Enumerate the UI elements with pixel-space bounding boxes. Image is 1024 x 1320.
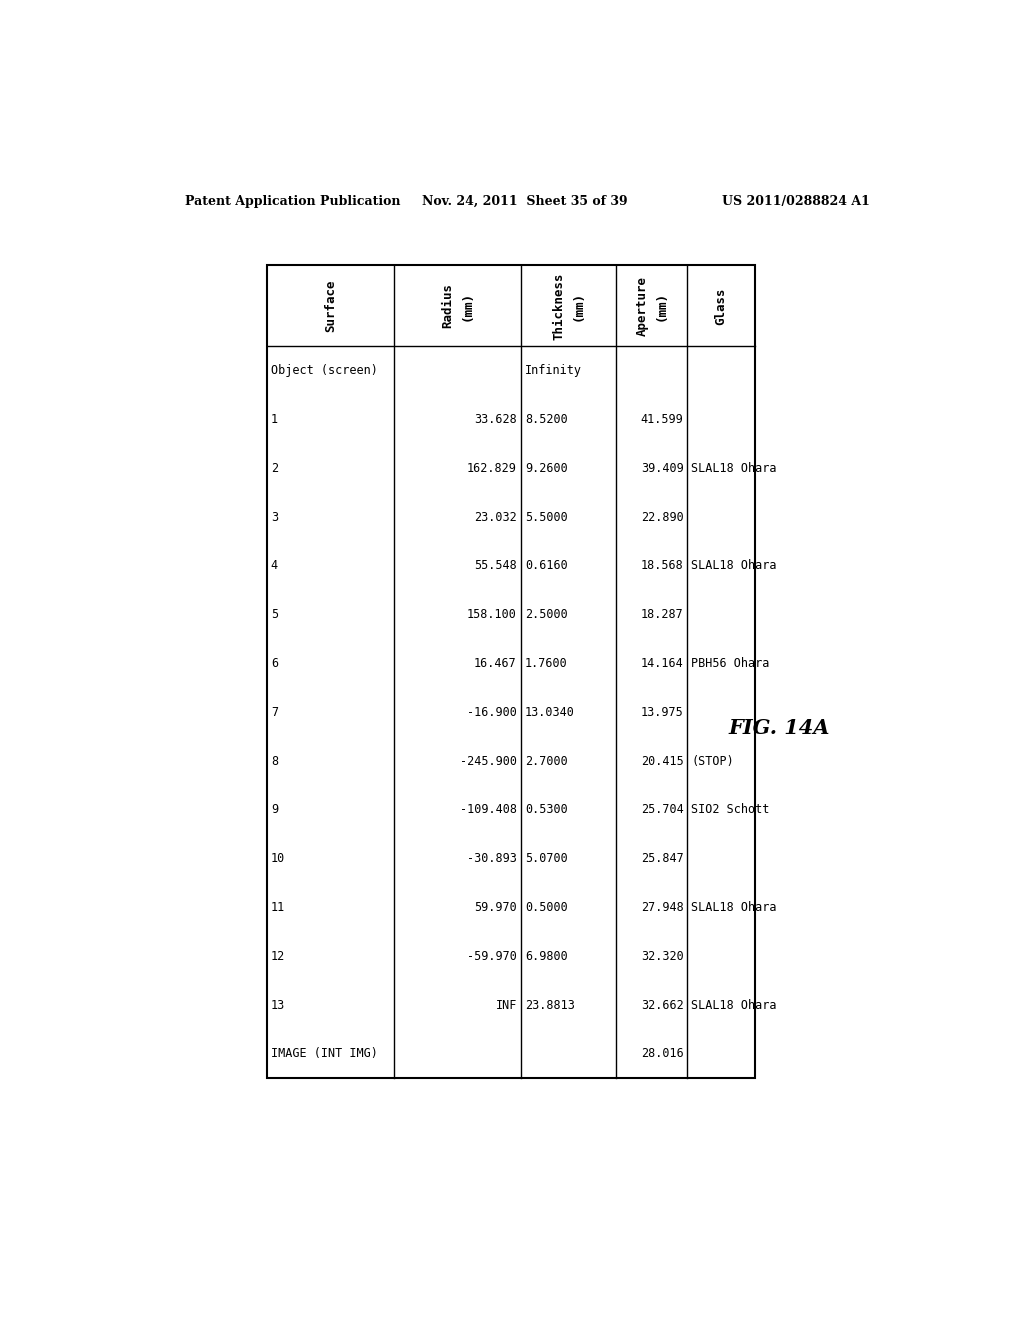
Text: SLAL18 Ohara: SLAL18 Ohara [691,998,777,1011]
Text: US 2011/0288824 A1: US 2011/0288824 A1 [722,194,870,207]
Text: SIO2 Schott: SIO2 Schott [691,804,770,816]
Text: Object (screen): Object (screen) [270,364,378,378]
Text: 14.164: 14.164 [641,657,684,671]
Text: 6.9800: 6.9800 [524,950,567,962]
Text: 25.704: 25.704 [641,804,684,816]
Text: 8: 8 [270,755,278,768]
Text: IMAGE (INT IMG): IMAGE (INT IMG) [270,1047,378,1060]
Text: -59.970: -59.970 [467,950,517,962]
Text: 2: 2 [270,462,278,475]
Text: 32.320: 32.320 [641,950,684,962]
Text: 8.5200: 8.5200 [524,413,567,426]
Text: 0.5000: 0.5000 [524,902,567,913]
Text: 28.016: 28.016 [641,1047,684,1060]
Text: 3: 3 [270,511,278,524]
Text: 32.662: 32.662 [641,998,684,1011]
Text: SLAL18 Ohara: SLAL18 Ohara [691,902,777,913]
Text: 4: 4 [270,560,278,573]
Text: Nov. 24, 2011  Sheet 35 of 39: Nov. 24, 2011 Sheet 35 of 39 [422,194,628,207]
Text: 0.6160: 0.6160 [524,560,567,573]
Text: 13: 13 [270,998,285,1011]
Text: 10: 10 [270,853,285,865]
Text: 9: 9 [270,804,278,816]
Text: Infinity: Infinity [524,364,582,378]
Text: 5: 5 [270,609,278,622]
Text: 23.8813: 23.8813 [524,998,574,1011]
Text: 20.415: 20.415 [641,755,684,768]
Text: 5.5000: 5.5000 [524,511,567,524]
Text: 16.467: 16.467 [474,657,517,671]
Text: (mm): (mm) [461,290,473,321]
Text: -16.900: -16.900 [467,706,517,719]
Text: Aperture: Aperture [636,276,649,335]
Text: 1: 1 [270,413,278,426]
Text: 59.970: 59.970 [474,902,517,913]
Text: 18.568: 18.568 [641,560,684,573]
Text: 39.409: 39.409 [641,462,684,475]
Text: SLAL18 Ohara: SLAL18 Ohara [691,462,777,475]
Text: -30.893: -30.893 [467,853,517,865]
Text: 0.5300: 0.5300 [524,804,567,816]
Text: (mm): (mm) [571,290,585,321]
Text: 1.7600: 1.7600 [524,657,567,671]
Text: (STOP): (STOP) [691,755,734,768]
Text: SLAL18 Ohara: SLAL18 Ohara [691,560,777,573]
Text: 12: 12 [270,950,285,962]
Text: Surface: Surface [324,280,337,333]
Text: 11: 11 [270,902,285,913]
Text: 33.628: 33.628 [474,413,517,426]
Text: -245.900: -245.900 [460,755,517,768]
Text: Glass: Glass [715,286,728,325]
Text: FIG. 14A: FIG. 14A [728,718,829,738]
Text: 55.548: 55.548 [474,560,517,573]
Text: 2.7000: 2.7000 [524,755,567,768]
Text: -109.408: -109.408 [460,804,517,816]
Text: 25.847: 25.847 [641,853,684,865]
Text: 23.032: 23.032 [474,511,517,524]
Text: 2.5000: 2.5000 [524,609,567,622]
Text: Thickness: Thickness [552,272,565,339]
Text: 27.948: 27.948 [641,902,684,913]
Text: 6: 6 [270,657,278,671]
Text: 13.0340: 13.0340 [524,706,574,719]
Bar [267,265,755,1078]
Text: Radius: Radius [441,284,455,329]
Text: Patent Application Publication: Patent Application Publication [185,194,400,207]
Text: 22.890: 22.890 [641,511,684,524]
Text: 18.287: 18.287 [641,609,684,622]
Text: 41.599: 41.599 [641,413,684,426]
Text: 5.0700: 5.0700 [524,853,567,865]
Text: (mm): (mm) [654,290,668,321]
Text: 7: 7 [270,706,278,719]
Text: INF: INF [496,998,517,1011]
Text: PBH56 Ohara: PBH56 Ohara [691,657,770,671]
Text: 9.2600: 9.2600 [524,462,567,475]
Text: 162.829: 162.829 [467,462,517,475]
Text: 158.100: 158.100 [467,609,517,622]
Text: 13.975: 13.975 [641,706,684,719]
